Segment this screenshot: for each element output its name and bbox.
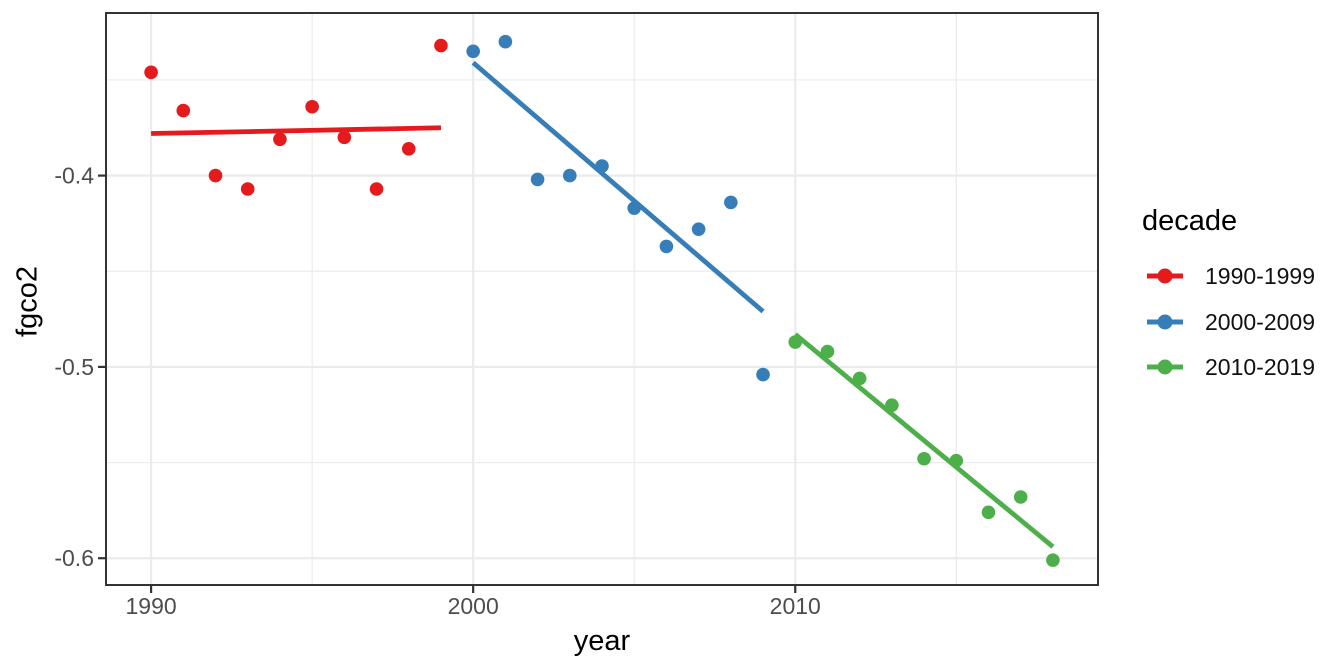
data-point <box>1046 553 1060 567</box>
data-point <box>724 195 738 210</box>
data-point <box>949 453 964 468</box>
legend-key-line-point-icon <box>1147 314 1183 330</box>
legend-label: 2010-2019 <box>1205 353 1315 380</box>
data-point <box>530 172 545 187</box>
trend-line <box>793 332 1055 549</box>
data-point <box>627 201 642 215</box>
data-point <box>562 168 577 183</box>
x-tick-label: 1990 <box>126 593 177 619</box>
data-point <box>466 44 480 59</box>
data-point <box>208 168 223 183</box>
legend-item-2010-2019: 2010-2019 <box>1147 350 1315 384</box>
data-point <box>756 367 770 382</box>
data-point <box>691 222 706 236</box>
data-point <box>659 239 674 254</box>
data-point <box>434 38 448 53</box>
legend-item-1990-1999: 1990-1999 <box>1147 259 1315 293</box>
data-point <box>788 335 803 349</box>
data-point <box>240 182 255 196</box>
legend-key-line-point-icon <box>1147 359 1183 375</box>
legend-key-point <box>1157 314 1173 330</box>
data-point <box>305 99 319 114</box>
legend-key-point <box>1157 359 1173 375</box>
data-point <box>176 103 191 118</box>
trend-line <box>151 125 442 136</box>
y-tick-label: -0.5 <box>54 354 94 380</box>
y-tick-label: -0.4 <box>54 163 94 189</box>
legend-key-line-point-icon <box>1147 268 1183 284</box>
data-point <box>917 451 931 466</box>
data-point <box>273 132 287 147</box>
data-point <box>498 34 513 49</box>
x-tick-label: 2000 <box>448 593 499 619</box>
data-point <box>369 182 384 196</box>
legend-key-point <box>1157 268 1173 284</box>
y-axis-title: fgco2 <box>11 266 44 337</box>
data-point <box>852 371 867 386</box>
data-point <box>144 65 158 80</box>
data-point <box>401 142 416 156</box>
x-axis-title: year <box>573 625 631 657</box>
data-point <box>885 398 899 412</box>
legend-label: 2000-2009 <box>1205 308 1315 335</box>
y-tick-label: -0.6 <box>54 545 94 571</box>
legend-label: 1990-1999 <box>1205 262 1315 289</box>
legend-title: decade <box>1142 205 1238 237</box>
data-point <box>595 159 609 173</box>
data-point <box>1013 490 1028 504</box>
trend-line <box>471 60 765 314</box>
data-point <box>337 130 352 145</box>
x-tick-label: 2010 <box>770 593 821 619</box>
panel-border <box>105 12 1099 586</box>
data-point <box>820 344 835 359</box>
data-point <box>981 505 996 520</box>
legend-item-2000-2009: 2000-2009 <box>1147 305 1315 339</box>
